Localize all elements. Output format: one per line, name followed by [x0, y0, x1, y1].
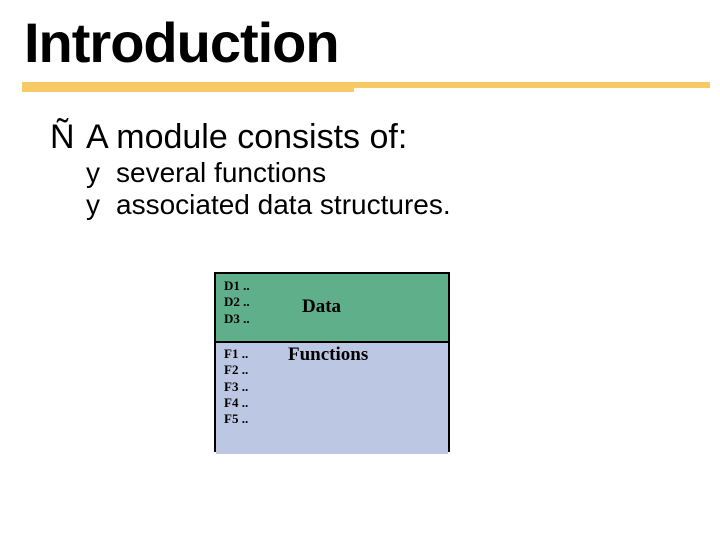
- bullet-sub-0-text: several functions: [116, 157, 326, 189]
- diagram-item: F2 ..: [224, 362, 248, 378]
- bullet-main-symbol: Ñ: [50, 118, 86, 157]
- bullet-sub-0-symbol: y: [86, 157, 116, 189]
- diagram-item: F1 ..: [224, 346, 248, 362]
- diagram-data-items: D1 ..D2 ..D3 ..: [224, 278, 250, 327]
- bullet-sub-1-text: associated data structures.: [116, 189, 451, 221]
- diagram-section-data: D1 ..D2 ..D3 .. Data: [216, 274, 448, 342]
- title-underline-2: [354, 82, 710, 88]
- diagram-item: F3 ..: [224, 379, 248, 395]
- bullet-sub-1: y associated data structures.: [50, 189, 670, 221]
- diagram-item: D1 ..: [224, 278, 250, 294]
- diagram-item: F4 ..: [224, 395, 248, 411]
- bullet-sub-0: y several functions: [50, 157, 670, 189]
- module-diagram: D1 ..D2 ..D3 .. Data F1 ..F2 ..F3 ..F4 .…: [214, 272, 450, 452]
- diagram-divider: [216, 341, 448, 343]
- diagram-data-label: Data: [302, 296, 341, 318]
- diagram-item: D3 ..: [224, 311, 250, 327]
- bullet-main: Ñ A module consists of:: [50, 118, 670, 157]
- bullet-sub-1-symbol: y: [86, 189, 116, 221]
- diagram-item: D2 ..: [224, 294, 250, 310]
- diagram-item: F5 ..: [224, 411, 248, 427]
- slide-body: Ñ A module consists of: y several functi…: [50, 118, 670, 221]
- title-wrap: Introduction: [24, 10, 339, 75]
- title-underline-1: [22, 82, 354, 92]
- diagram-functions-label: Functions: [288, 344, 368, 366]
- diagram-functions-items: F1 ..F2 ..F3 ..F4 ..F5 ..: [224, 346, 248, 427]
- diagram-section-functions: F1 ..F2 ..F3 ..F4 ..F5 .. Functions: [216, 342, 448, 454]
- bullet-main-text: A module consists of:: [86, 118, 407, 157]
- slide-title: Introduction: [24, 10, 339, 75]
